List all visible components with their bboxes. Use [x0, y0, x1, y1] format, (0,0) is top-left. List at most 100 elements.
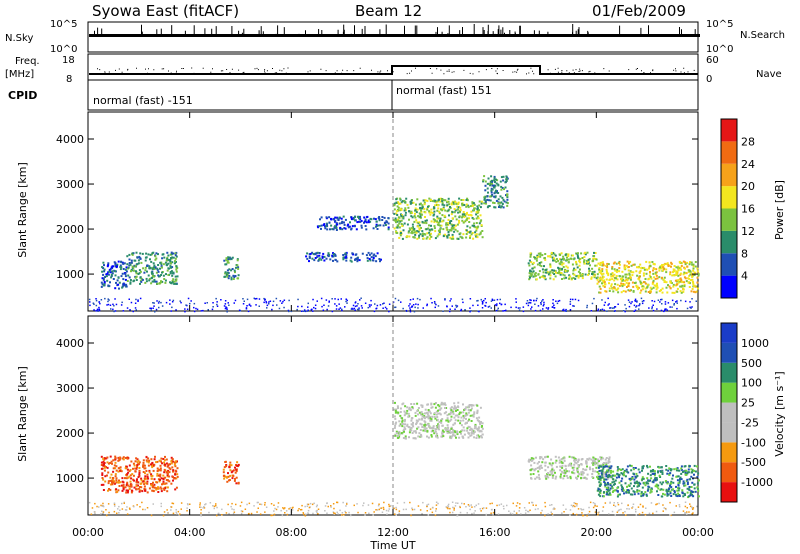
- power-scatter-point: [150, 307, 152, 310]
- power-cluster-point: [613, 279, 616, 282]
- velocity-cluster-point: [159, 469, 162, 472]
- velocity-cluster-point: [636, 490, 639, 493]
- power-scatter-point: [334, 298, 336, 300]
- power-cluster-point: [413, 227, 416, 230]
- power-cluster-point: [139, 282, 141, 285]
- velocity-scatter-point: [199, 504, 201, 506]
- velocity-cluster-point: [676, 495, 679, 498]
- velocity-cluster-point: [160, 490, 163, 493]
- velocity-cluster-point: [450, 415, 453, 418]
- velocity-cluster-point: [685, 480, 688, 483]
- power-cluster-point: [661, 287, 664, 290]
- power-cluster-point: [409, 228, 412, 231]
- velocity-cluster-point: [138, 473, 141, 476]
- velocity-cluster-point: [634, 482, 637, 485]
- velocity-cluster-point: [424, 423, 427, 426]
- power-cluster-point: [476, 209, 479, 212]
- velocity-cluster-point: [148, 471, 151, 474]
- velocity-cluster-point: [420, 404, 423, 407]
- power-cluster-point: [412, 236, 415, 239]
- power-cluster-point: [404, 207, 407, 210]
- velocity-cluster-point: [550, 464, 553, 467]
- power-cluster-point: [446, 235, 449, 238]
- velocity-cluster-point: [404, 405, 407, 408]
- power-cluster-point: [628, 262, 630, 265]
- power-cluster-point: [397, 201, 400, 204]
- power-scatter-point: [651, 306, 653, 308]
- power-cluster-point: [624, 276, 627, 279]
- power-cluster-point: [171, 266, 174, 269]
- velocity-cluster-point: [430, 406, 433, 409]
- velocity-cluster-point: [559, 469, 562, 472]
- power-cluster-point: [402, 229, 405, 232]
- power-scatter-point: [558, 299, 561, 302]
- power-cluster-point: [135, 275, 138, 278]
- power-cluster-point: [676, 290, 679, 293]
- power-cluster-point: [428, 210, 431, 213]
- velocity-cluster-point: [631, 477, 634, 480]
- power-cluster-point: [358, 217, 360, 220]
- power-cluster-point: [423, 201, 426, 204]
- velocity-cluster-point: [650, 477, 653, 480]
- velocity-cluster-point: [677, 484, 680, 486]
- power-cluster-point: [137, 262, 140, 265]
- power-scatter-point: [631, 301, 633, 303]
- power-cluster-point: [585, 259, 588, 262]
- nsky-spikes: [94, 24, 696, 36]
- velocity-cluster-point: [413, 430, 416, 433]
- velocity-scatter-point: [451, 501, 454, 503]
- power-cluster-point: [428, 231, 431, 234]
- velocity-cluster-point: [641, 486, 644, 489]
- velocity-scatter-point: [305, 513, 307, 515]
- velocity-scatter-point: [684, 512, 686, 514]
- power-scatter-point: [233, 302, 235, 304]
- velocity-cluster-point: [153, 486, 156, 489]
- power-scatter-point: [528, 301, 531, 304]
- velocity-scatter-point: [284, 512, 286, 514]
- velocity-cluster-point: [156, 487, 159, 490]
- cpid-segment-1: normal (fast) -151: [93, 94, 193, 107]
- power-cluster-point: [354, 258, 356, 261]
- power-scatter-point: [290, 310, 293, 313]
- velocity-cluster-point: [418, 411, 421, 414]
- power-cluster-point: [567, 255, 570, 258]
- velocity-cluster-point: [441, 429, 444, 432]
- power-scatter-point: [664, 303, 667, 305]
- power-cluster-point: [129, 279, 132, 281]
- velocity-cluster-point: [437, 404, 440, 406]
- power-cluster-point: [444, 199, 447, 202]
- velocity-cluster-point: [156, 472, 159, 475]
- velocity-scatter-point: [696, 505, 698, 508]
- power-scatter-point: [449, 300, 451, 302]
- velocity-scatter-point: [468, 505, 471, 507]
- velocity-cluster-point: [605, 463, 608, 466]
- velocity-scatter-point: [167, 512, 169, 514]
- power-scatter-point: [95, 304, 98, 307]
- velocity-cluster-point: [548, 462, 551, 465]
- velocity-cluster-point: [136, 461, 139, 464]
- velocity-cluster-point: [126, 491, 129, 494]
- power-cluster-point: [139, 279, 142, 282]
- power-cluster-point: [334, 219, 337, 222]
- power-cluster-point: [328, 221, 331, 224]
- power-cluster-point: [373, 217, 375, 220]
- power-cluster-point: [672, 269, 675, 272]
- power-scatter-point: [648, 307, 650, 309]
- power-cluster-point: [149, 266, 152, 269]
- power-cluster-point: [154, 255, 157, 258]
- power-cluster-point: [560, 252, 563, 255]
- power-cluster-point: [677, 265, 680, 268]
- velocity-cluster-point: [446, 424, 449, 427]
- velocity-cluster-point: [429, 419, 432, 422]
- velocity-cluster-point: [172, 470, 175, 473]
- power-cluster-point: [472, 218, 475, 220]
- power-cluster-point: [149, 258, 151, 261]
- power-cluster-point: [537, 252, 540, 255]
- power-cluster-point: [550, 251, 553, 254]
- power-cluster-point: [490, 191, 493, 194]
- velocity-cluster-point: [230, 464, 233, 467]
- velocity-cluster-point: [437, 426, 440, 428]
- power-cluster-point: [103, 280, 106, 283]
- velocity-scatter-point: [669, 501, 671, 504]
- power-cluster-point: [495, 182, 498, 185]
